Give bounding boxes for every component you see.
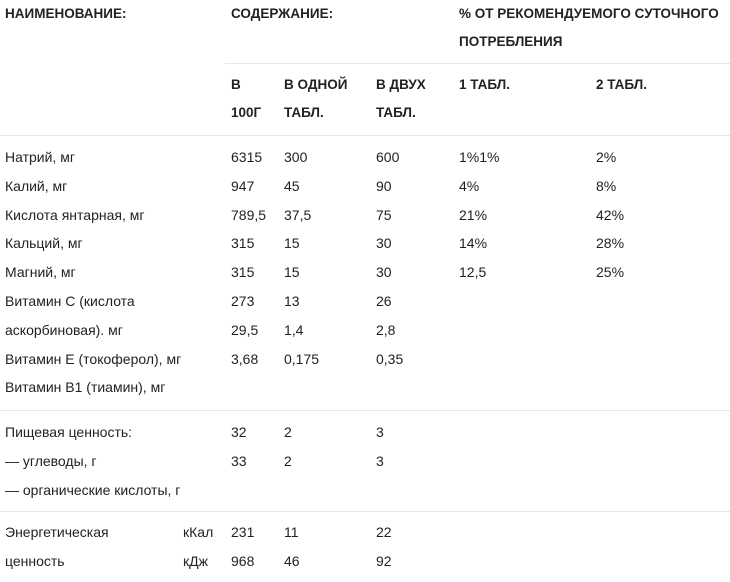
cell: 273	[231, 293, 255, 309]
cell: 37,5	[284, 206, 312, 223]
cell: 13	[284, 293, 300, 309]
row-name: Калий, мг	[5, 177, 68, 194]
header-cell: СОДЕРЖАНИЕ:	[231, 6, 334, 21]
cell: 29,5	[231, 321, 259, 338]
cell: 15	[284, 235, 300, 252]
row-name: ценность	[5, 552, 65, 569]
cell: 26	[376, 293, 392, 309]
row-name: Витамин С (кислота	[5, 293, 135, 309]
row-name: Натрий, мг	[5, 149, 75, 165]
subheader-cell: ТАБЛ.	[284, 105, 324, 120]
cell: 1%1%	[459, 149, 500, 165]
cell: 15	[284, 264, 300, 281]
cell: 0,175	[284, 350, 320, 367]
subheader-cell: 1 ТАБЛ.	[459, 77, 510, 92]
row-name: Витамин В1 (тиамин), мг	[5, 379, 166, 396]
row-name: Пищевая ценность:	[5, 424, 133, 440]
cell: 28%	[596, 235, 625, 252]
cell: 4%	[459, 177, 480, 194]
cell: 3	[376, 424, 384, 440]
header-cell: % ОТ РЕКОМЕНДУЕМОГО СУТОЧНОГО	[459, 6, 719, 21]
cell: 42%	[596, 206, 625, 223]
cell: 14%	[459, 235, 488, 252]
divider	[0, 410, 730, 411]
cell: 231	[231, 524, 255, 540]
cell: 92	[376, 552, 392, 569]
row-name: — органические кислоты, г	[5, 481, 181, 498]
cell: 315	[231, 264, 255, 281]
cell: 21%	[459, 206, 488, 223]
cell: 3,68	[231, 350, 259, 367]
cell: 25%	[596, 264, 625, 281]
cell: 2,8	[376, 321, 396, 338]
subheader-cell: ТАБЛ.	[376, 105, 416, 120]
row-unit: кДж	[183, 552, 208, 569]
header-cell: ПОТРЕБЛЕНИЯ	[459, 34, 563, 49]
header-cell: НАИМЕНОВАНИЕ:	[5, 6, 127, 21]
row-name: Кислота янтарная, мг	[5, 206, 145, 223]
cell: 789,5	[231, 206, 267, 223]
row-unit: кКал	[183, 524, 214, 540]
row-name: — углеводы, г	[5, 452, 97, 469]
cell: 2%	[596, 149, 617, 165]
divider	[0, 511, 730, 512]
subheader-cell: В ОДНОЙ	[284, 77, 348, 92]
cell: 2	[284, 452, 292, 469]
cell: 12,5	[459, 264, 487, 281]
cell: 33	[231, 452, 247, 469]
cell: 1,4	[284, 321, 304, 338]
cell: 11	[284, 524, 299, 540]
cell: 22	[376, 524, 392, 540]
cell: 8%	[596, 177, 617, 194]
row-name: Кальций, мг	[5, 235, 83, 252]
cell: 90	[376, 177, 392, 194]
subheader-cell: 100Г	[231, 105, 262, 120]
subheader-cell: В ДВУХ	[376, 77, 426, 92]
cell: 2	[284, 424, 292, 440]
cell: 300	[284, 149, 308, 165]
cell: 315	[231, 235, 255, 252]
row-name: Витамин Е (токоферол), мг	[5, 350, 182, 367]
cell: 947	[231, 177, 255, 194]
cell: 6315	[231, 149, 263, 165]
cell: 0,35	[376, 350, 404, 367]
divider	[225, 63, 730, 64]
row-name: Энергетическая	[5, 524, 109, 540]
row-name: аскорбиновая). мг	[5, 321, 123, 338]
cell: 75	[376, 206, 392, 223]
cell: 30	[376, 264, 392, 281]
row-name: Магний, мг	[5, 264, 76, 281]
subheader-cell: В	[231, 77, 241, 92]
cell: 968	[231, 552, 255, 569]
cell: 32	[231, 424, 247, 440]
divider	[0, 135, 730, 136]
cell: 600	[376, 149, 400, 165]
cell: 45	[284, 177, 300, 194]
cell: 46	[284, 552, 300, 569]
subheader-cell: 2 ТАБЛ.	[596, 77, 647, 92]
cell: 30	[376, 235, 392, 252]
cell: 3	[376, 452, 384, 469]
